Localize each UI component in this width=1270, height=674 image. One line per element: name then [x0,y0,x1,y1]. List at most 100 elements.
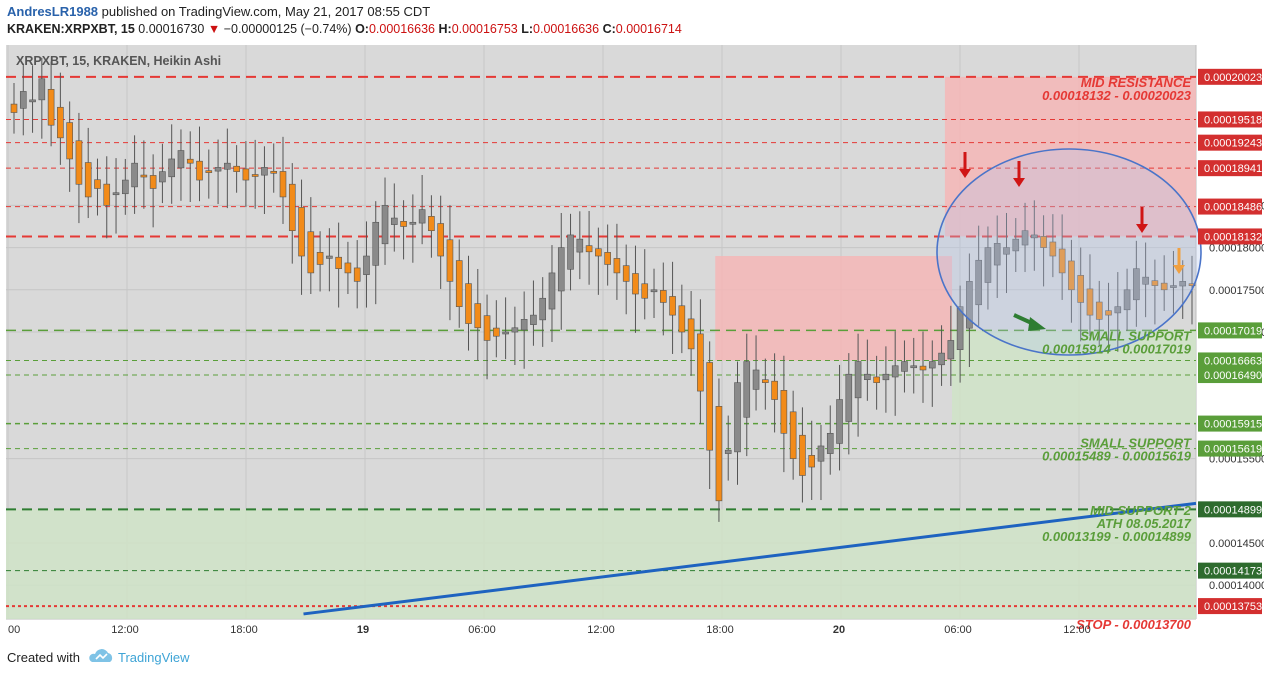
annotation-text: 0.00015489 - 0.00015619 [1042,449,1192,464]
author-link[interactable]: AndresLR1988 [7,4,99,19]
trendline [303,501,1197,616]
candle-down [400,221,407,227]
candle-down [455,260,463,307]
low-label: L: [521,22,534,36]
candle-up [836,399,843,444]
orange-down-arrow-icon [1173,265,1185,274]
price-tag-label: 0.00013753 [1204,601,1262,613]
candle-up [539,297,547,321]
price-tag [1198,501,1262,518]
candle-down [288,183,296,232]
candle-up [817,445,825,462]
candle-down [678,305,686,333]
candle-down [66,122,73,160]
candle-down [799,434,806,476]
x-tick-label: 06:00 [944,624,972,636]
price-tag [1198,68,1262,85]
green-arrow-icon [1028,317,1046,331]
price-tag [1198,562,1262,579]
candle-down [103,183,111,206]
candle-up [372,221,380,266]
candle-down [428,216,435,232]
price-tag [1198,322,1262,339]
candle-up [947,340,955,360]
price-tag-label: 0.00014173 [1204,566,1262,578]
red-down-arrow-icon [1136,224,1148,233]
candle-down [465,283,472,324]
price-tag [1198,134,1262,151]
candle-up [418,209,426,224]
zone-small-support [952,330,1196,424]
candle-up [1179,281,1187,287]
price-tag-label: 0.00015915 [1204,419,1262,431]
price-tag-label: 0.00016490 [1204,370,1262,382]
candle-up [752,369,760,390]
candle-down [47,89,55,126]
zone-resistance-box [715,256,953,361]
candle-down [762,379,769,383]
candle-up [650,289,658,293]
x-tick-label: 06:00 [468,624,496,636]
x-tick-label: 18:00 [706,624,734,636]
candle-down [1077,275,1084,303]
candle-up [576,238,584,253]
price-tag-label: 0.00016663 [1204,355,1262,367]
open-label: O: [355,22,369,36]
price-tag [1198,367,1262,384]
y-tick-label: 0.00014500 [1209,538,1264,550]
candle-down [84,162,92,198]
high-label: H: [438,22,452,36]
candle-up [409,221,417,225]
candle-down [808,455,816,468]
candle-up [1003,247,1010,255]
y-tick-label: 0.00014000 [1209,580,1264,592]
chart-header: AndresLR1988 published on TradingView.co… [0,0,1270,44]
price-tag-label: 0.00018486 [1204,202,1262,214]
price-tag [1198,352,1262,369]
price-change: −0.00000125 (−0.74%) [223,22,352,36]
annotation-text: ATH 08.05.2017 [1096,516,1192,531]
candle-up [984,247,992,283]
candle-down [1105,310,1112,316]
annotation-text: MID RESISTANCE [1081,75,1192,90]
candle-up [864,373,871,380]
tradingview-link[interactable]: TradingView [118,650,190,665]
red-down-arrow-icon [959,169,971,178]
candle-down [344,262,352,274]
candle-up [38,78,46,101]
consolidation-ellipse [936,148,1202,356]
candle-down [493,327,500,337]
candle-up [390,217,398,225]
annotation-text: STOP - 0.00013700 [1076,617,1192,632]
candle-down [706,362,713,451]
candle-down [632,273,639,295]
candle-down [659,290,667,303]
candle-up [112,192,120,196]
candle-up [363,255,370,275]
close-value: 0.00016714 [615,22,682,36]
symbol-name: KRAKEN:XRPXBT, 15 [7,22,135,36]
candle-up [520,319,528,331]
candle-down [1049,241,1057,257]
candle-up [214,167,222,172]
candle-up [1142,276,1149,285]
candle-down [613,258,621,274]
candle-up [177,150,185,169]
candle-down [1151,280,1159,286]
candle-down [585,245,593,253]
x-tick-label: 12:00 [1063,624,1091,636]
candle-up [548,272,556,310]
candle-down [94,179,101,189]
candle-down [669,296,676,316]
zone-mid-resistance [944,76,1196,237]
candle-up [966,281,973,329]
created-with-text: Created with [7,650,80,665]
candle-up [159,171,166,183]
candle-down [622,265,630,282]
last-price: 0.00016730 [138,22,205,36]
price-tag [1198,111,1262,128]
candle-down [1068,260,1075,291]
tradingview-cloud-icon[interactable] [88,648,114,664]
high-value: 0.00016753 [451,22,518,36]
